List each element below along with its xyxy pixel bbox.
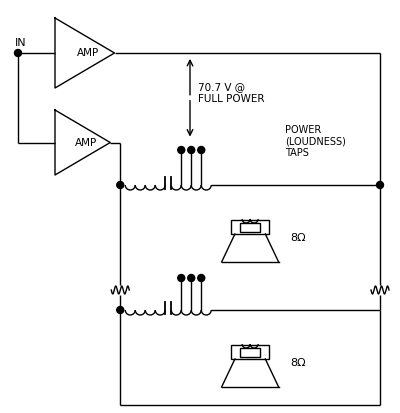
- Circle shape: [117, 181, 124, 188]
- Circle shape: [14, 50, 22, 57]
- Bar: [240, 347, 260, 356]
- Text: AMP: AMP: [75, 138, 97, 147]
- Text: AMP: AMP: [77, 48, 99, 58]
- Bar: [231, 345, 269, 359]
- Circle shape: [117, 306, 124, 313]
- Circle shape: [376, 181, 384, 188]
- Bar: [231, 220, 269, 234]
- Circle shape: [178, 275, 185, 282]
- Text: 8Ω: 8Ω: [290, 358, 306, 368]
- Text: 8Ω: 8Ω: [290, 233, 306, 243]
- Text: IN: IN: [15, 38, 27, 48]
- Text: 70.7 V @
FULL POWER: 70.7 V @ FULL POWER: [198, 82, 264, 104]
- Circle shape: [188, 147, 195, 154]
- Text: POWER
(LOUDNESS)
TAPS: POWER (LOUDNESS) TAPS: [285, 125, 346, 158]
- Circle shape: [198, 147, 205, 154]
- Circle shape: [198, 275, 205, 282]
- Bar: [240, 223, 260, 232]
- Circle shape: [188, 275, 195, 282]
- Circle shape: [178, 147, 185, 154]
